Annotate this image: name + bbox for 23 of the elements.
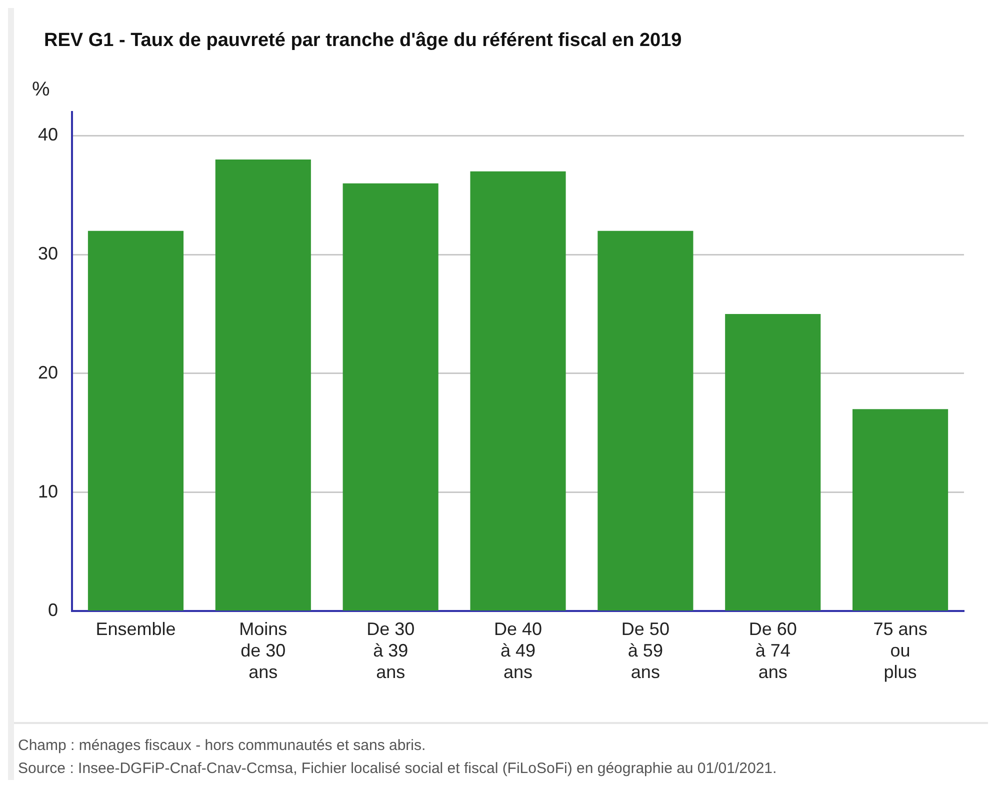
bar [215,160,311,610]
x-tick-label: De 50 à 59 ans [621,618,670,682]
bar [852,409,948,610]
text: Champ : ménages fiscaux - hors communautés et sans abris. [17,736,427,756]
y-tick-label: 10 [38,481,58,502]
bar [342,183,438,610]
x-tick-label: De 60 à 74 ans [748,618,797,682]
y-tick-label: 0 [48,600,58,620]
bar [725,314,821,610]
x-tick-label: 75 ans ou plus [873,618,928,682]
bar [88,230,184,610]
y-axis-title: % [32,78,50,101]
bar [470,171,566,610]
x-tick-label: Moins de 30 ans [239,618,288,682]
x-tick-label: De 30 à 39 ans [366,618,415,682]
bar [598,230,694,610]
x-tick-label: Ensemble [96,618,176,639]
y-tick-label: 20 [38,362,58,382]
y-tick-label: 30 [38,244,58,264]
x-tick-label: De 40 à 49 ans [494,618,542,682]
source-note: Source : Insee-DGFiP-Cnaf-Cnav-Ccmsa, Fichier localisé social et fiscal (FiLoSoFi) en géographie au 01/01/2021. [17,759,778,779]
chart-title: REV G1 - Taux de pauvreté par tranche d'âge du référent fiscal en 2019 [43,29,683,52]
y-tick-label: 40 [38,124,58,145]
